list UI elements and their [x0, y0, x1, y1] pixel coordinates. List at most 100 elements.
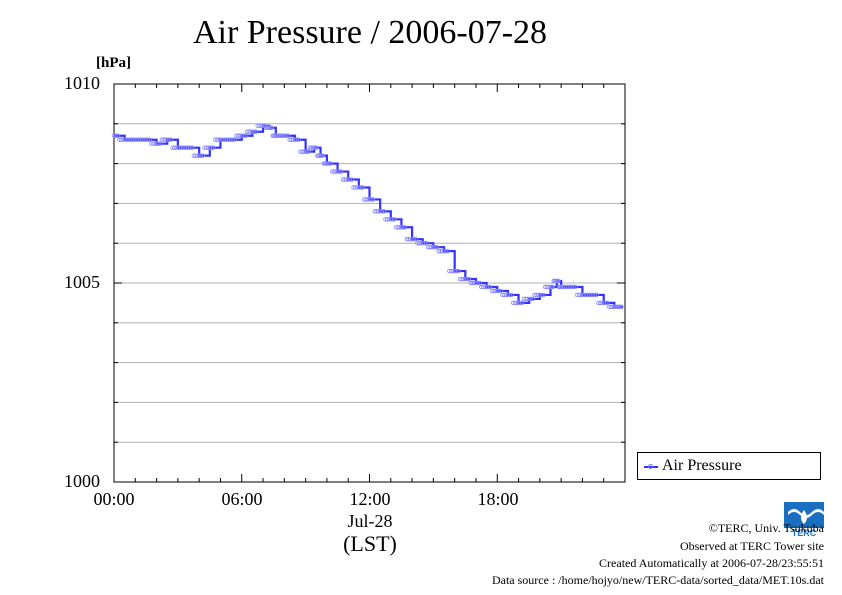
data-point	[454, 268, 459, 274]
data-point	[518, 300, 523, 306]
data-point	[360, 185, 365, 190]
y-tick-label-1000: 1000	[64, 471, 100, 491]
data-point	[619, 304, 624, 310]
data-point	[573, 284, 578, 290]
data-point	[379, 209, 385, 214]
series-line-air-pressure	[114, 124, 623, 308]
data-point	[605, 300, 610, 306]
legend: Air Pressure	[637, 452, 821, 480]
data-point	[243, 133, 248, 138]
data-point	[519, 300, 525, 306]
gridlines	[114, 123, 625, 443]
data-point	[115, 133, 120, 138]
data-point	[230, 137, 236, 142]
data-point	[432, 244, 438, 250]
data-point	[613, 304, 618, 310]
data-point	[594, 292, 599, 298]
data-point	[304, 149, 310, 154]
x-tick-label-1200: 12:00	[349, 489, 391, 509]
data-point	[296, 137, 301, 142]
x-tick-label-0600: 06:00	[221, 489, 263, 509]
data-point	[198, 153, 204, 158]
data-point	[145, 137, 150, 142]
data-point	[294, 137, 299, 142]
data-point	[285, 133, 291, 138]
data-point	[337, 169, 342, 174]
data-point	[401, 225, 406, 230]
data-point	[269, 125, 274, 130]
x-tick-label-0000: 00:00	[93, 489, 135, 509]
data-point	[276, 133, 281, 138]
data-point	[326, 161, 331, 166]
data-point	[277, 133, 283, 138]
data-point	[314, 145, 319, 150]
data-point	[443, 248, 448, 254]
data-point	[434, 244, 440, 250]
data-point	[209, 145, 214, 150]
data-point	[592, 292, 598, 298]
data-point	[507, 292, 512, 298]
data-point	[279, 133, 284, 138]
data-point	[147, 137, 152, 142]
data-point	[241, 133, 246, 138]
data-point	[253, 129, 259, 134]
data-series	[111, 123, 624, 310]
data-point	[280, 133, 286, 138]
data-point	[445, 248, 450, 254]
data-point	[392, 217, 397, 222]
data-point	[168, 137, 173, 142]
data-point	[306, 149, 311, 154]
data-point	[232, 137, 237, 142]
data-point	[616, 304, 621, 310]
data-point	[528, 296, 534, 302]
data-point	[358, 185, 363, 190]
data-point	[275, 133, 280, 138]
data-point	[381, 209, 386, 214]
data-point	[347, 177, 353, 182]
data-point	[456, 268, 461, 274]
data-point	[303, 149, 308, 154]
data-point	[283, 133, 289, 138]
data-point	[550, 284, 555, 290]
credit-observed: Observed at TERC Tower site	[679, 539, 824, 553]
data-point	[424, 240, 429, 246]
data-point	[301, 149, 307, 154]
y-axis-unit: [hPa]	[96, 55, 131, 71]
data-point	[614, 304, 620, 310]
chart-title: Air Pressure / 2006-07-28	[192, 14, 548, 51]
data-point	[464, 276, 470, 282]
data-point	[487, 284, 493, 290]
terc-logo: TERC	[784, 502, 824, 538]
svg-text:TERC: TERC	[792, 528, 817, 538]
data-point	[509, 292, 514, 298]
data-point	[166, 137, 172, 142]
data-point	[475, 280, 480, 286]
data-point	[466, 276, 472, 282]
data-point	[422, 240, 427, 246]
data-point	[571, 284, 576, 290]
data-point	[273, 133, 279, 138]
data-point	[617, 304, 623, 310]
data-point	[603, 300, 608, 306]
legend-label: Air Pressure	[662, 457, 742, 474]
credit-copyright: ©TERC, Univ. Tsukuba	[708, 521, 824, 535]
data-point	[113, 133, 118, 138]
x-tick-label-1800: 18:00	[477, 489, 519, 509]
data-point	[338, 169, 344, 174]
data-point	[539, 292, 544, 298]
y-tick-label-1010: 1010	[64, 73, 100, 93]
data-point	[211, 145, 216, 150]
data-point	[370, 197, 376, 202]
data-point	[496, 288, 502, 294]
data-point	[189, 145, 195, 150]
data-point	[612, 304, 617, 310]
x-axis-label: (LST)	[343, 531, 397, 556]
data-point	[411, 237, 417, 242]
data-point	[486, 284, 491, 290]
data-point	[402, 225, 408, 230]
data-point	[200, 153, 205, 158]
legend-marker	[648, 464, 653, 469]
data-point	[477, 280, 482, 286]
x-axis-date-label: Jul-28	[347, 511, 393, 531]
